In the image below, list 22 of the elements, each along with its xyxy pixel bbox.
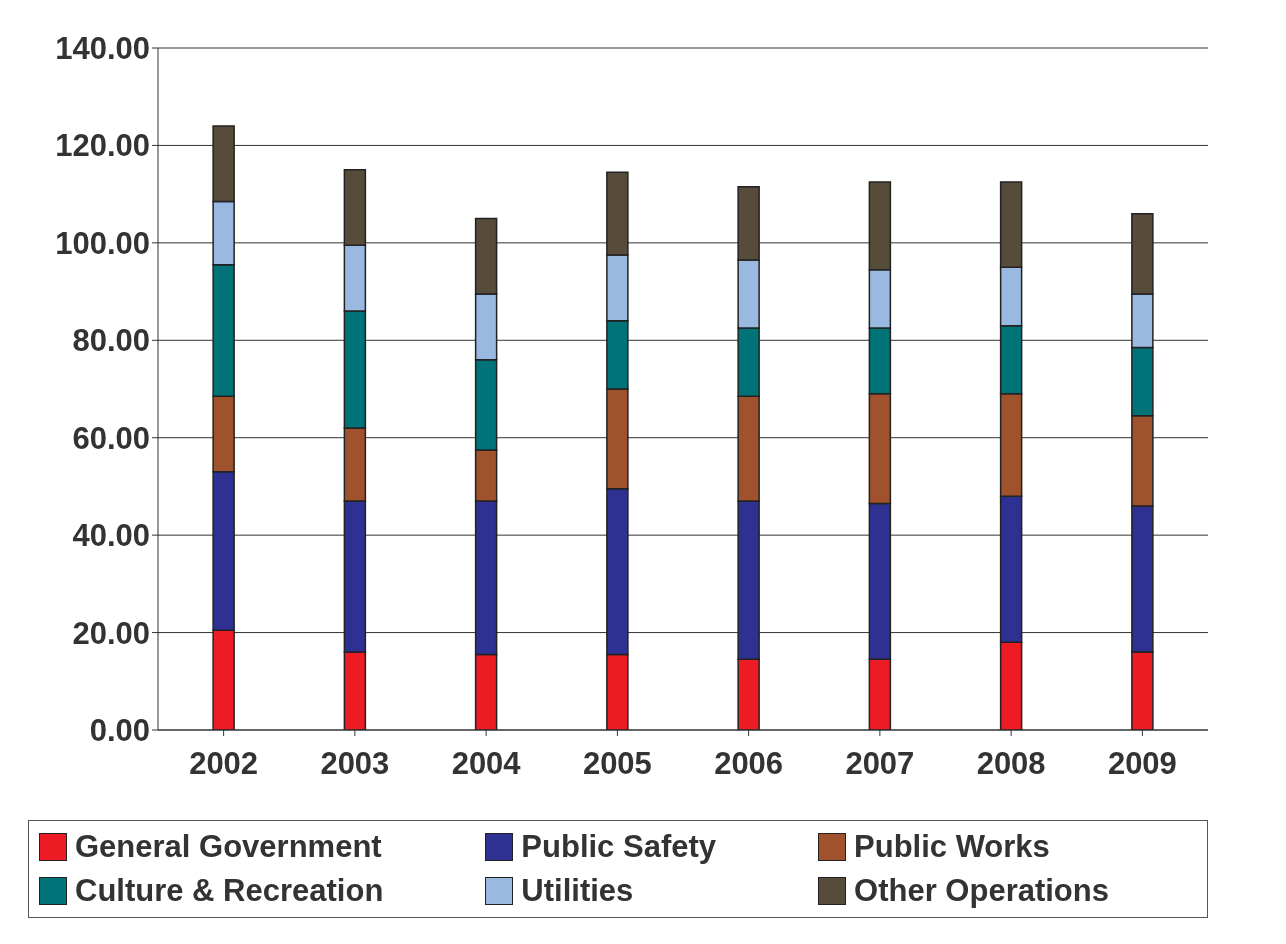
- y-tick-label: 40.00: [72, 518, 150, 554]
- y-tick-label: 20.00: [72, 615, 150, 651]
- y-tick-label: 60.00: [72, 420, 150, 456]
- y-tick-label: 0.00: [89, 713, 150, 749]
- x-tick-label: 2008: [976, 746, 1046, 782]
- legend-label: Culture & Recreation: [75, 873, 384, 909]
- y-tick-label: 100.00: [55, 225, 150, 261]
- legend-label: General Government: [75, 829, 382, 865]
- y-tick-label: 140.00: [55, 31, 150, 67]
- legend-label: Public Works: [854, 829, 1050, 865]
- legend-label: Other Operations: [854, 873, 1109, 909]
- x-tick-label: 2006: [714, 746, 784, 782]
- x-tick-label: 2002: [189, 746, 259, 782]
- legend-label: Utilities: [521, 873, 634, 909]
- x-tick-label: 2005: [582, 746, 652, 782]
- x-tick-label: 2004: [451, 746, 522, 782]
- legend-label: Public Safety: [521, 829, 717, 865]
- x-tick-label: 2007: [845, 746, 915, 782]
- y-tick-label: 80.00: [72, 323, 150, 359]
- x-tick-label: 2009: [1107, 746, 1177, 782]
- x-tick-label: 2003: [320, 746, 390, 782]
- y-tick-label: 120.00: [55, 128, 150, 164]
